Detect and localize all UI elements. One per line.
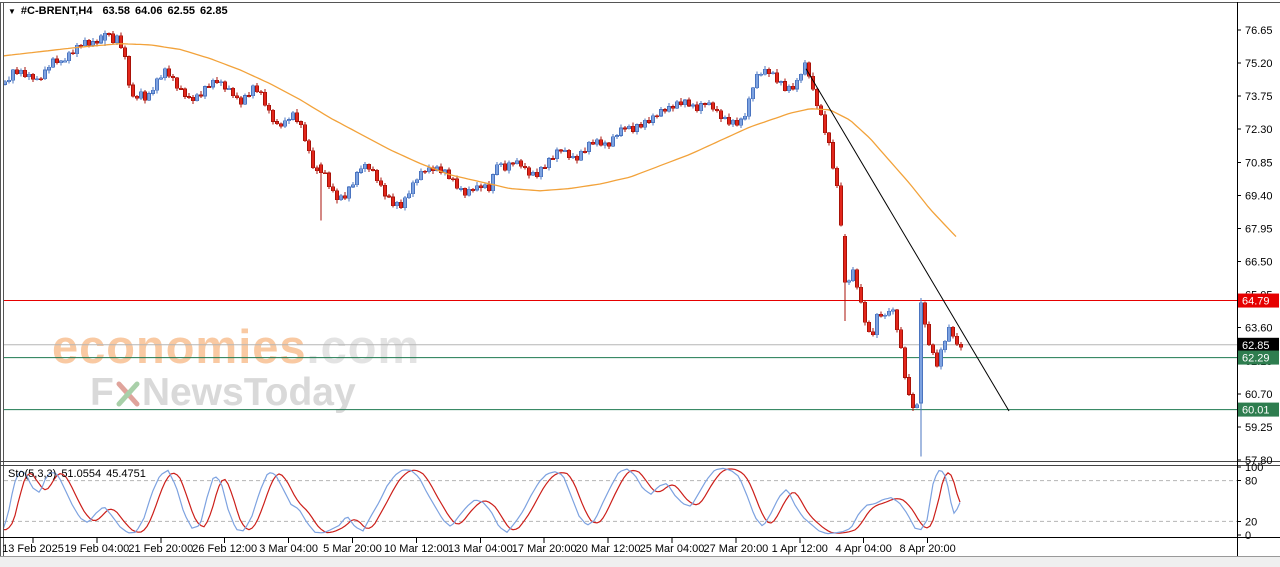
- low-value: 62.55: [167, 5, 196, 17]
- price-tick-label: 63.60: [1245, 323, 1273, 335]
- watermark-brand: economies: [52, 320, 307, 373]
- main-chart-panel[interactable]: [0, 30, 1237, 457]
- price-tick-label: 67.95: [1245, 223, 1273, 235]
- open-value: 63.58: [102, 5, 130, 17]
- time-tick-label: 25 Mar 04:00: [640, 543, 705, 555]
- time-tick-label: 21 Feb 20:00: [128, 543, 193, 555]
- time-tick-label: 13 Feb 2025: [2, 543, 64, 555]
- price-badge: [1238, 402, 1279, 417]
- time-tick-label: 13 Mar 04:00: [448, 543, 513, 555]
- time-tick-label: 19 Feb 04:00: [64, 543, 129, 555]
- high-value: 64.06: [134, 5, 163, 17]
- sub-axis-tick-label: 80: [1245, 476, 1257, 488]
- time-tick-label: 26 Feb 12:00: [192, 543, 257, 555]
- time-axis[interactable]: 13 Feb 2025 19 Feb 04:00 21 Feb 20:00 26 Fe…: [2, 538, 956, 555]
- stochastic-label: Sto(5,3,3) 51.0554 45.4751: [8, 468, 151, 480]
- stochastic-main-value: 51.0554: [61, 468, 102, 480]
- price-badge-value: 62.29: [1242, 353, 1270, 365]
- watermark-suffix: .com: [306, 320, 421, 373]
- price-tick-label: 59.25: [1245, 422, 1273, 434]
- price-tick-label: 60.70: [1245, 389, 1273, 401]
- time-tick-label: 5 Mar 20:00: [323, 543, 382, 555]
- sub-axis-tick-label: 0: [1245, 530, 1251, 542]
- sub-axis-tick-label: 20: [1245, 516, 1257, 528]
- price-tick-label: 69.40: [1245, 190, 1273, 202]
- watermark-tagline-rest: NewsToday: [141, 371, 356, 414]
- stochastic-main-line: [4, 467, 961, 535]
- price-tick-label: 72.30: [1245, 124, 1273, 136]
- time-tick-label: 10 Mar 12:00: [384, 543, 449, 555]
- sub-axis-tick-label: 100: [1245, 462, 1263, 474]
- price-badge-value: 62.85: [1242, 340, 1270, 352]
- candles-layer: [4, 30, 963, 457]
- close-value: 62.85: [200, 5, 228, 17]
- fx-cross-icon: [116, 381, 140, 406]
- watermark: economies.com F NewsToday: [52, 323, 420, 412]
- moving-average-line[interactable]: [0, 43, 957, 238]
- watermark-tagline-f: F: [90, 371, 114, 414]
- price-badge: [1238, 337, 1279, 352]
- price-tick-label: 76.65: [1245, 25, 1273, 37]
- stochastic-panel[interactable]: [3, 467, 1237, 535]
- time-tick-label: 8 Apr 20:00: [899, 543, 955, 555]
- price-badge: [1238, 293, 1279, 308]
- price-tick-label: 73.75: [1245, 91, 1273, 103]
- price-badge-value: 60.01: [1242, 405, 1270, 417]
- watermark-tagline: F NewsToday: [90, 373, 420, 412]
- time-tick-label: 27 Mar 20:00: [703, 543, 768, 555]
- price-axis[interactable]: 76.65 75.20 73.75 72.30 70.85 69.40 67.95 66.50…: [1237, 25, 1279, 542]
- price-tick-label: 66.50: [1245, 257, 1273, 269]
- watermark-logo: economies.com: [52, 323, 420, 370]
- time-tick-label: 3 Mar 04:00: [259, 543, 318, 555]
- chart-symbol-header[interactable]: ▼ #C-BRENT,H4 63.58 64.06 62.55 62.85: [8, 5, 233, 17]
- symbol-period-label: #C-BRENT,H4: [20, 5, 93, 17]
- collapse-indicator-icon[interactable]: ▼: [8, 6, 16, 16]
- price-badge: [1238, 350, 1279, 365]
- time-tick-label: 1 Apr 12:00: [772, 543, 828, 555]
- time-tick-label: 4 Apr 04:00: [836, 543, 892, 555]
- price-tick-label: 75.20: [1245, 58, 1273, 70]
- stochastic-signal-value: 45.4751: [106, 468, 146, 480]
- price-tick-label: 70.85: [1245, 157, 1273, 169]
- stochastic-name: Sto(5,3,3): [8, 468, 57, 480]
- time-tick-label: 20 Mar 12:00: [576, 543, 641, 555]
- trendline[interactable]: [805, 68, 1010, 412]
- price-badge-value: 64.79: [1242, 296, 1270, 308]
- time-tick-label: 17 Mar 20:00: [512, 543, 577, 555]
- price-tick-label: 57.80: [1245, 455, 1273, 467]
